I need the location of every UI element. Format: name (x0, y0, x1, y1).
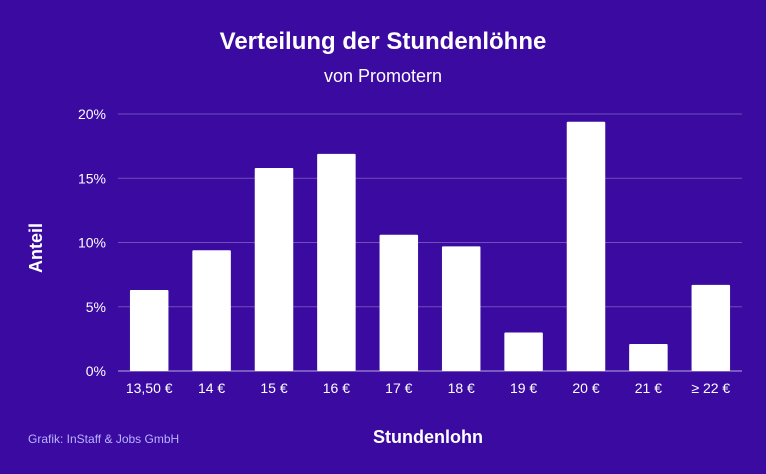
x-tick-label: 21 € (635, 380, 662, 396)
x-tick-label: ≥ 22 € (691, 380, 730, 396)
y-tick-label: 10% (78, 235, 106, 251)
bar (379, 234, 419, 371)
x-tick-label: 14 € (198, 380, 225, 396)
x-tick-label: 13,50 € (126, 380, 173, 396)
chart-subtitle: von Promotern (324, 66, 442, 86)
bar (629, 344, 668, 371)
bar (254, 167, 294, 371)
bar (691, 284, 731, 371)
x-tick-label: 16 € (323, 380, 350, 396)
y-axis-label: Anteil (26, 223, 46, 273)
chart-credit: Grafik: InStaff & Jobs GmbH (28, 432, 179, 446)
x-tick-label: 15 € (260, 380, 287, 396)
x-tick-layer: 13,50 € 14 € 15 € 16 € 17 € 18 € 19 € 20 € 21 € ≥… (126, 380, 731, 396)
bar (129, 290, 169, 371)
bar (504, 332, 543, 371)
x-tick-label: 18 € (448, 380, 475, 396)
x-axis-label: Stundenlohn (373, 427, 483, 447)
x-tick-label: 17 € (385, 380, 412, 396)
y-tick-label: 0% (86, 363, 106, 379)
bar (441, 246, 481, 371)
y-tick-label: 15% (78, 170, 106, 186)
y-tick-layer: 0% 5% 10% 15% 20% (78, 106, 106, 379)
x-tick-label: 19 € (510, 380, 537, 396)
bar (192, 250, 231, 371)
chart-title: Verteilung der Stundenlöhne (220, 28, 547, 55)
bar-layer (129, 121, 731, 372)
y-tick-label: 20% (78, 106, 106, 122)
y-tick-label: 5% (86, 299, 106, 315)
x-tick-label: 20 € (572, 380, 599, 396)
bar (566, 121, 606, 372)
bar (317, 153, 356, 371)
